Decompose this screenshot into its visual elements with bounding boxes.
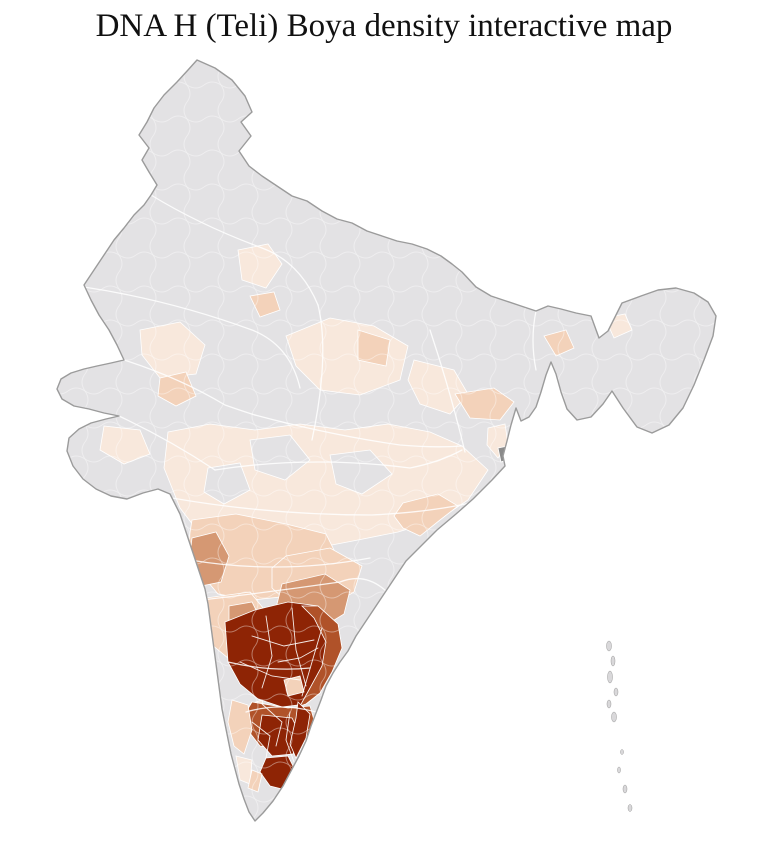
island bbox=[617, 766, 621, 774]
island bbox=[613, 687, 619, 697]
island bbox=[610, 655, 616, 667]
island bbox=[606, 640, 612, 652]
island bbox=[622, 784, 628, 794]
south-district-lines bbox=[239, 607, 323, 763]
andaman-nicobar-islands bbox=[606, 640, 633, 812]
india-country-border bbox=[56, 59, 717, 822]
district-boundaries-texture bbox=[57, 60, 716, 821]
island bbox=[611, 711, 617, 723]
island bbox=[627, 804, 633, 812]
island bbox=[606, 699, 612, 709]
island bbox=[607, 670, 613, 684]
page-title: DNA H (Teli) Boya density interactive ma… bbox=[95, 8, 673, 44]
island bbox=[620, 749, 624, 755]
state-boundaries bbox=[83, 194, 537, 713]
